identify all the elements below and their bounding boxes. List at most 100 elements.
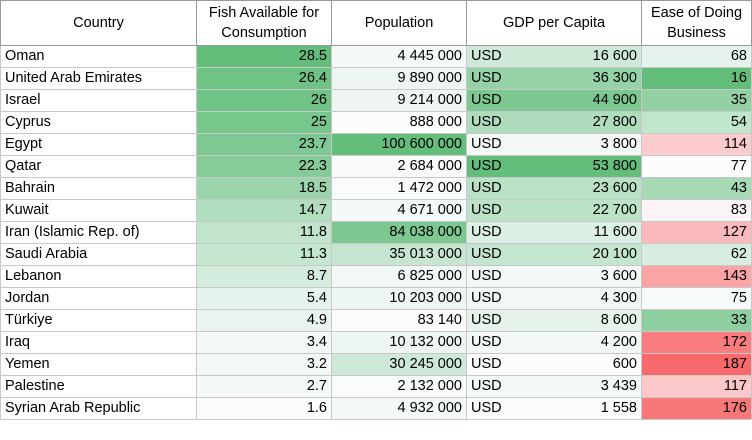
cell-gdp-currency: USD [471, 114, 502, 130]
cell-country: United Arab Emirates [0, 67, 197, 90]
cell-ease: 172 [641, 331, 752, 354]
cell-gdp: USD 1 558 [466, 397, 642, 420]
cell-ease: 77 [641, 155, 752, 178]
cell-gdp-value: 22 700 [592, 202, 637, 218]
cell-country: Yemen [0, 353, 197, 376]
cell-population: 100 600 000 [331, 133, 467, 156]
cell-population: 9 890 000 [331, 67, 467, 90]
cell-ease: 187 [641, 353, 752, 376]
cell-gdp: USD 23 600 [466, 177, 642, 200]
cell-gdp-currency: USD [471, 202, 502, 218]
cell-fish: 26 [196, 89, 332, 112]
header-ease: Ease of Doing Business [641, 0, 752, 46]
cell-fish: 14.7 [196, 199, 332, 222]
cell-country: Iran (Islamic Rep. of) [0, 221, 197, 244]
cell-country: Egypt [0, 133, 197, 156]
cell-country: Saudi Arabia [0, 243, 197, 266]
cell-ease: 127 [641, 221, 752, 244]
cell-gdp: USD 44 900 [466, 89, 642, 112]
cell-gdp-currency: USD [471, 158, 502, 174]
cell-gdp: USD 22 700 [466, 199, 642, 222]
table-row: Saudi Arabia 11.3 35 013 000 USD 20 100 62 [0, 243, 752, 266]
cell-population: 9 214 000 [331, 89, 467, 112]
cell-ease: 62 [641, 243, 752, 266]
cell-gdp: USD 4 300 [466, 287, 642, 310]
cell-fish: 3.2 [196, 353, 332, 376]
header-population: Population [331, 0, 467, 46]
cell-population: 30 245 000 [331, 353, 467, 376]
table-row: Oman 28.5 4 445 000 USD 16 600 68 [0, 45, 752, 68]
cell-fish: 18.5 [196, 177, 332, 200]
table-row: Iran (Islamic Rep. of) 11.8 84 038 000 USD 1… [0, 221, 752, 244]
cell-population: 6 825 000 [331, 265, 467, 288]
cell-population: 2 132 000 [331, 375, 467, 398]
cell-ease: 16 [641, 67, 752, 90]
cell-gdp-value: 3 600 [600, 268, 637, 284]
cell-gdp-value: 4 300 [600, 290, 637, 306]
cell-gdp: USD 3 800 [466, 133, 642, 156]
cell-fish: 11.3 [196, 243, 332, 266]
cell-fish: 11.8 [196, 221, 332, 244]
header-fish: Fish Available for Consumption [196, 0, 332, 46]
cell-gdp-currency: USD [471, 70, 502, 86]
cell-gdp-value: 36 300 [592, 70, 637, 86]
cell-gdp-value: 20 100 [592, 246, 637, 262]
cell-gdp-value: 600 [612, 356, 637, 372]
table-row: United Arab Emirates 26.4 9 890 000 USD 36 3… [0, 67, 752, 90]
header-country: Country [0, 0, 197, 46]
cell-gdp: USD 3 600 [466, 265, 642, 288]
cell-fish: 26.4 [196, 67, 332, 90]
cell-gdp: USD 53 800 [466, 155, 642, 178]
cell-population: 2 684 000 [331, 155, 467, 178]
cell-population: 35 013 000 [331, 243, 467, 266]
cell-country: Iraq [0, 331, 197, 354]
cell-fish: 22.3 [196, 155, 332, 178]
cell-ease: 43 [641, 177, 752, 200]
cell-ease: 54 [641, 111, 752, 134]
table-row: Lebanon 8.7 6 825 000 USD 3 600 143 [0, 265, 752, 288]
cell-gdp-currency: USD [471, 180, 502, 196]
cell-gdp: USD 4 200 [466, 331, 642, 354]
cell-ease: 117 [641, 375, 752, 398]
data-table: Country Fish Available for Consumption P… [0, 0, 752, 420]
cell-country: Lebanon [0, 265, 197, 288]
table-row: Qatar 22.3 2 684 000 USD 53 800 77 [0, 155, 752, 178]
cell-gdp-currency: USD [471, 400, 502, 416]
cell-gdp-value: 44 900 [592, 92, 637, 108]
cell-ease: 114 [641, 133, 752, 156]
cell-gdp-currency: USD [471, 136, 502, 152]
cell-gdp: USD 27 800 [466, 111, 642, 134]
cell-gdp-currency: USD [471, 334, 502, 350]
cell-gdp-currency: USD [471, 312, 502, 328]
cell-fish: 3.4 [196, 331, 332, 354]
cell-fish: 5.4 [196, 287, 332, 310]
cell-fish: 25 [196, 111, 332, 134]
cell-fish: 28.5 [196, 45, 332, 68]
cell-ease: 83 [641, 199, 752, 222]
cell-country: Cyprus [0, 111, 197, 134]
cell-gdp: USD 11 600 [466, 221, 642, 244]
cell-gdp-currency: USD [471, 378, 502, 394]
table-row: Bahrain 18.5 1 472 000 USD 23 600 43 [0, 177, 752, 200]
cell-gdp-value: 23 600 [592, 180, 637, 196]
cell-population: 10 132 000 [331, 331, 467, 354]
cell-gdp-value: 53 800 [592, 158, 637, 174]
cell-gdp: USD 36 300 [466, 67, 642, 90]
table-row: Türkiye 4.9 83 140 USD 8 600 33 [0, 309, 752, 332]
cell-gdp-value: 11 600 [593, 224, 637, 240]
cell-gdp: USD 16 600 [466, 45, 642, 68]
table-row: Iraq 3.4 10 132 000 USD 4 200 172 [0, 331, 752, 354]
cell-gdp-value: 16 600 [592, 48, 637, 64]
cell-gdp-currency: USD [471, 92, 502, 108]
cell-ease: 143 [641, 265, 752, 288]
cell-gdp-value: 1 558 [600, 400, 637, 416]
cell-gdp: USD 3 439 [466, 375, 642, 398]
cell-population: 4 445 000 [331, 45, 467, 68]
cell-fish: 4.9 [196, 309, 332, 332]
cell-country: Qatar [0, 155, 197, 178]
cell-gdp-currency: USD [471, 268, 502, 284]
cell-gdp: USD 600 [466, 353, 642, 376]
cell-fish: 1.6 [196, 397, 332, 420]
cell-country: Syrian Arab Republic [0, 397, 197, 420]
cell-gdp: USD 20 100 [466, 243, 642, 266]
